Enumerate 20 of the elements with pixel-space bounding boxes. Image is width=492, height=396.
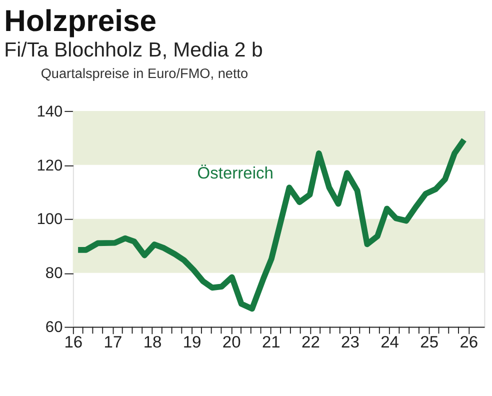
text: Quartalspreise in Euro/FMO, netto <box>40 66 248 81</box>
chart-subtitle: Fi/Ta Blochholz B, Media 2 b <box>4 40 263 62</box>
x-tick-label: 20 <box>222 332 241 352</box>
x-tick-label: 17 <box>104 332 122 352</box>
x-tick-label: 19 <box>182 332 202 352</box>
x-tick-label: 18 <box>143 332 162 352</box>
y-tick-label: 80 <box>45 265 64 282</box>
y-tick-label: 120 <box>36 157 64 174</box>
x-tick-label: 24 <box>380 332 399 352</box>
series-label: Österreich <box>197 163 274 182</box>
y-tick-label: 100 <box>36 211 64 228</box>
chart-title: Holzpreise <box>4 5 157 38</box>
y-tick-label: 60 <box>45 319 64 336</box>
x-tick-label: 26 <box>460 332 478 352</box>
x-tick-label: 25 <box>420 332 439 352</box>
x-tick-label: 22 <box>302 332 320 352</box>
x-tick-label: 23 <box>341 332 360 352</box>
x-tick-label: 21 <box>262 332 280 352</box>
x-tick-label: 16 <box>64 332 83 352</box>
y-tick-label: 140 <box>36 103 64 120</box>
